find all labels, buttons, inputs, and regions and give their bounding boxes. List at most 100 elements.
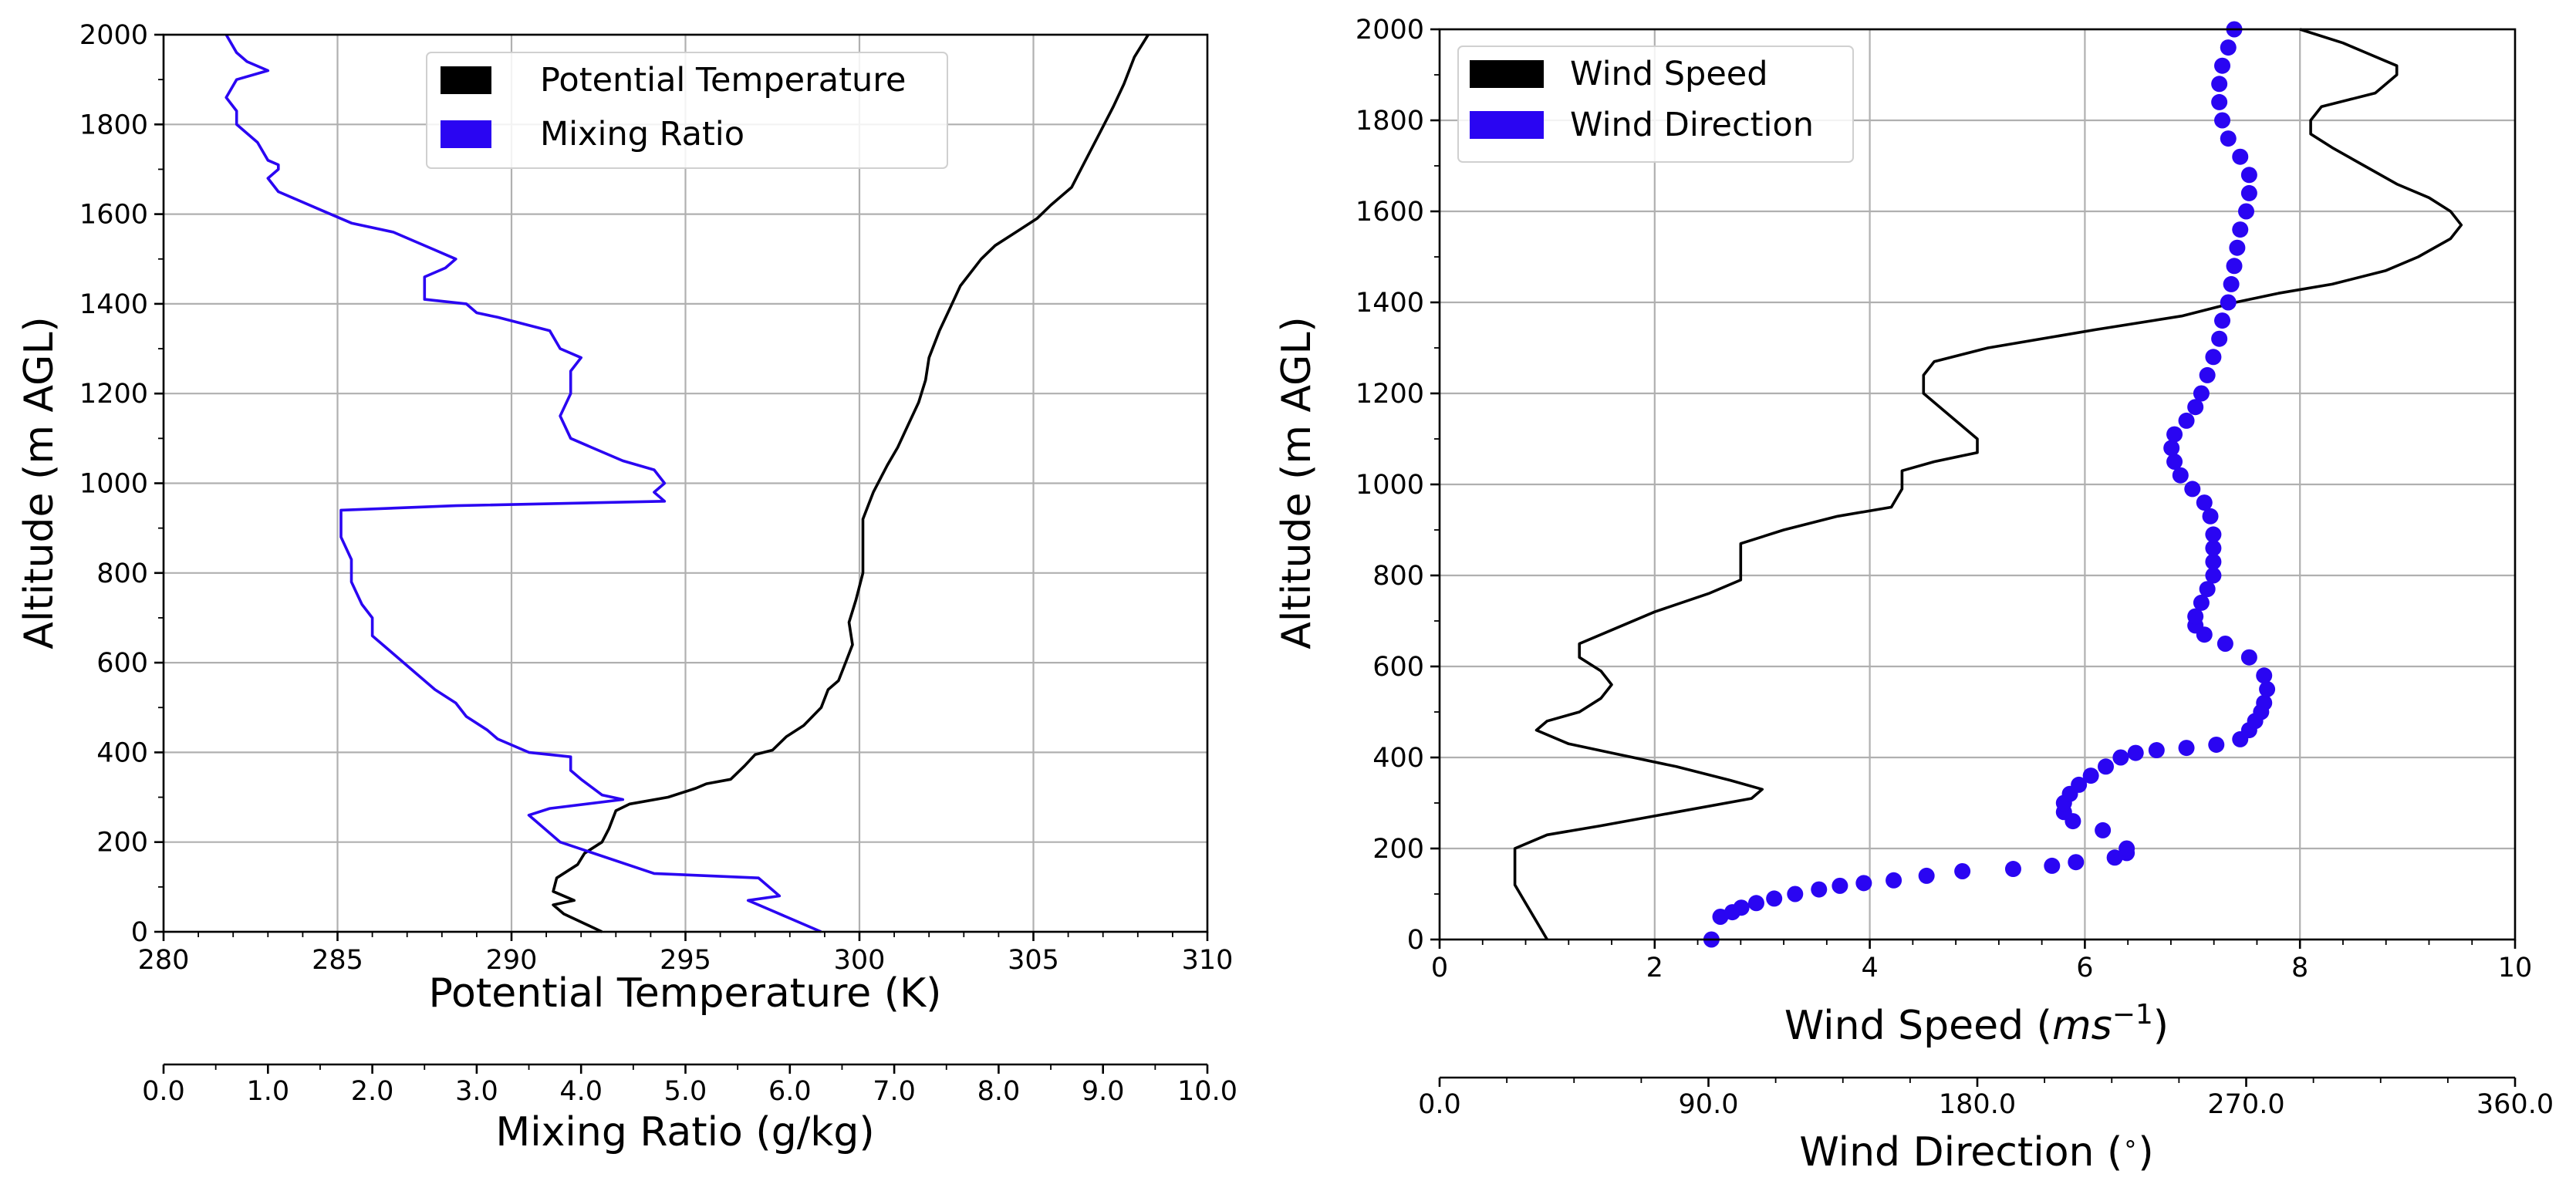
legend-label-wind-direction: Wind Direction [1570, 106, 1814, 144]
wind-direction-point [2127, 744, 2144, 761]
y-tick-label: 1400 [1356, 288, 1424, 319]
series-potential-temperature-line [552, 34, 1150, 933]
secondary-x-tick-label: 0.0 [1418, 1089, 1461, 1120]
wind-direction-point [2220, 130, 2237, 147]
right-ticks: 0 200 400 600 800 1000 1200 1400 1600 1800 2000 0 2 4… [1356, 15, 2532, 983]
left-ticks: 0 200 400 600 800 1000 1200 1400 1600 1800 2000 280… [79, 20, 1233, 976]
left-secondary-x-axis-title: Mixing Ratio (g/kg) [495, 1109, 874, 1155]
left-panel: 0 200 400 600 800 1000 1200 1400 1600 1800 2000 280… [16, 20, 1237, 1155]
left-grid [162, 33, 1209, 933]
wind-direction-point [2082, 767, 2099, 784]
y-tick-label: 1400 [79, 289, 148, 320]
wind-direction-point [2166, 426, 2183, 443]
wind-direction-point [2196, 494, 2213, 511]
x-tick-label: 280 [138, 945, 190, 976]
wind-direction-point [2202, 508, 2219, 525]
wind-direction-point [1787, 886, 1804, 902]
right-legend-box [1457, 46, 1854, 163]
legend-label-potential-temperature: Potential Temperature [540, 61, 906, 100]
wind-direction-point [2223, 275, 2240, 292]
y-tick-label: 400 [1372, 743, 1424, 774]
wind-direction-point [2232, 148, 2249, 165]
wind-direction-point [2214, 112, 2231, 129]
series-mixing-ratio-line [225, 34, 822, 933]
wind-direction-point [2205, 553, 2222, 570]
wind-direction-point [2163, 440, 2180, 457]
secondary-x-tick-label: 180.0 [1939, 1089, 2016, 1120]
right-secondary-x-axis-title: Wind Direction (∘) [1799, 1128, 2153, 1176]
wind-direction-point [2199, 581, 2216, 598]
right-panel: 0 200 400 600 800 1000 1200 1400 1600 1800 2000 0 2 4… [1274, 15, 2554, 1176]
left-secondary-axis: 0.0 1.0 2.0 3.0 4.0 5.0 6.0 7.0 8.0 9.0 10.0 [142, 1063, 1237, 1107]
x-tick-label: 295 [660, 945, 711, 976]
wind-direction-point [2216, 636, 2233, 652]
y-tick-label: 1800 [1356, 106, 1424, 137]
wind-direction-point [2240, 649, 2257, 666]
y-tick-label: 2000 [79, 20, 148, 51]
secondary-x-tick-label: 4.0 [559, 1076, 603, 1107]
right-x2-title-suffix: ) [2138, 1129, 2153, 1176]
secondary-x-tick-label: 90.0 [1679, 1089, 1739, 1120]
wind-direction-point [2205, 567, 2222, 584]
wind-direction-point [2208, 736, 2225, 753]
wind-direction-point [2193, 594, 2210, 611]
y-tick-label: 200 [1372, 834, 1424, 865]
left-series-layer [225, 34, 1150, 933]
wind-direction-point [2205, 526, 2222, 543]
wind-direction-point [2178, 412, 2195, 429]
secondary-x-tick-label: 2.0 [351, 1076, 394, 1107]
y-tick-label: 1600 [79, 200, 148, 231]
right-y-axis-title: Altitude (m AGL) [1274, 316, 1320, 649]
y-tick-label: 1000 [1356, 470, 1424, 501]
wind-direction-point [1886, 872, 1902, 889]
left-legend: Potential Temperature Mixing Ratio [426, 52, 948, 169]
y-tick-label: 600 [96, 648, 148, 679]
y-tick-label: 600 [1372, 652, 1424, 683]
y-tick-label: 0 [131, 917, 148, 948]
x-tick-label: 10 [2498, 953, 2533, 983]
wind-direction-point [2166, 454, 2183, 470]
right-x-axis-title: Wind Speed (ms−1) [1784, 999, 2169, 1049]
wind-direction-point [2226, 258, 2243, 275]
x-tick-label: 4 [1861, 953, 1878, 983]
y-tick-label: 0 [1407, 925, 1424, 956]
right-x2-title-prefix: Wind Direction ( [1799, 1129, 2122, 1176]
right-legend: Wind Speed Wind Direction [1457, 46, 1854, 163]
left-x-axis-title: Potential Temperature (K) [429, 970, 942, 1017]
wind-direction-point [2068, 854, 2085, 871]
wind-direction-point [2211, 93, 2228, 110]
right-x-title-superscript: −1 [2112, 999, 2153, 1031]
legend-swatch-potential-temperature [441, 66, 491, 94]
legend-swatch-mixing-ratio [441, 120, 491, 148]
wind-direction-point [2240, 167, 2257, 184]
secondary-x-tick-label: 9.0 [1082, 1076, 1125, 1107]
x-tick-label: 300 [834, 945, 886, 976]
wind-direction-point [2205, 540, 2222, 557]
right-x2-title-superscript: ∘ [2122, 1128, 2138, 1158]
wind-direction-point [2229, 239, 2246, 256]
wind-direction-point [2178, 740, 2195, 757]
secondary-x-tick-label: 8.0 [977, 1076, 1021, 1107]
x-tick-label: 0 [1431, 953, 1448, 983]
wind-direction-point [2193, 385, 2210, 402]
y-tick-label: 2000 [1356, 15, 1424, 46]
wind-direction-point [2211, 76, 2228, 93]
x-tick-label: 6 [2076, 953, 2093, 983]
wind-direction-point [2220, 294, 2237, 311]
wind-direction-point [1811, 881, 1828, 898]
wind-direction-point [2240, 184, 2257, 201]
wind-direction-point [2071, 776, 2088, 793]
wind-direction-point [2214, 312, 2231, 329]
secondary-x-tick-label: 6.0 [768, 1076, 812, 1107]
secondary-x-tick-label: 7.0 [873, 1076, 916, 1107]
wind-direction-point [1733, 899, 1750, 916]
legend-swatch-wind-direction [1470, 111, 1544, 139]
x-tick-label: 310 [1182, 945, 1234, 976]
right-secondary-axis: 0.0 90.0 180.0 270.0 360.0 [1418, 1076, 2554, 1120]
wind-direction-point [1832, 877, 1848, 894]
wind-direction-point [2187, 399, 2204, 416]
right-grid [1438, 28, 2517, 941]
wind-direction-point [2199, 366, 2216, 383]
wind-direction-point [2098, 758, 2115, 775]
